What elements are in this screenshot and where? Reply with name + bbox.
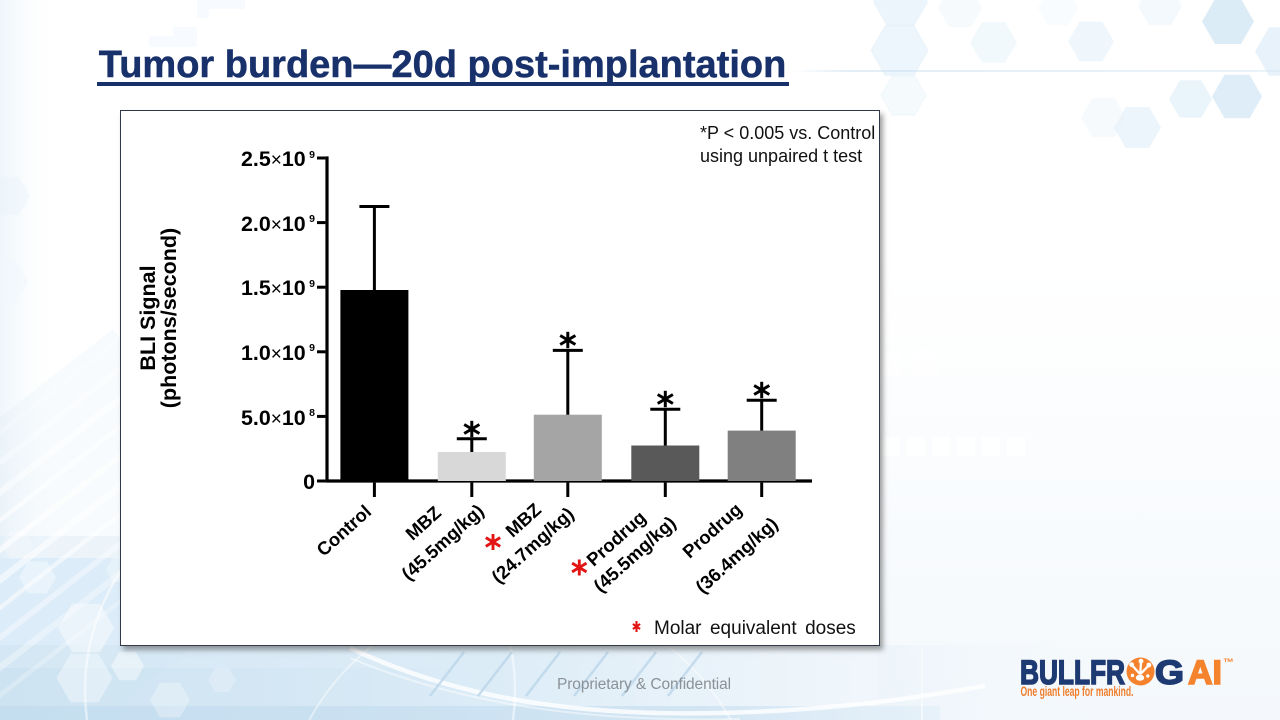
svg-text:One giant leap for mankind.: One giant leap for mankind. [1021,684,1134,699]
svg-text:AI: AI [1188,654,1222,692]
svg-text:G: G [1155,654,1184,692]
svg-text:™: ™ [1223,657,1234,669]
svg-text:BULLFR: BULLFR [1020,654,1125,692]
